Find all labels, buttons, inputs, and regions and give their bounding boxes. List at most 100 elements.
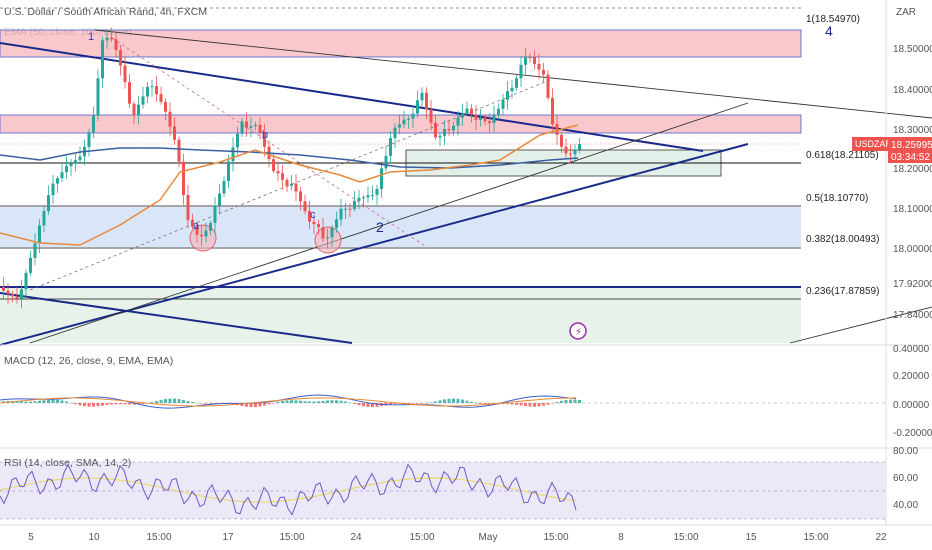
macd-histogram-bar (168, 398, 172, 403)
candle-body (276, 171, 280, 174)
macd-histogram-bar (78, 403, 82, 406)
symbol-tag[interactable] (852, 137, 888, 151)
candle-body (420, 92, 424, 101)
candle-body (281, 173, 284, 180)
candle-body (51, 183, 55, 196)
candle-body (110, 37, 113, 40)
macd-group (0, 394, 581, 409)
macd-histogram-bar (344, 401, 347, 403)
fib-level-label: 0.5(18.10770) (806, 193, 868, 204)
candle-body (447, 129, 451, 131)
time-tick-label: 10 (88, 532, 100, 543)
macd-histogram-bar (186, 401, 190, 403)
macd-tick-label: 0.40000 (893, 344, 930, 355)
candle-body (384, 155, 388, 169)
price-axis[interactable]: 18.50000 18.40000 18.30000 18.20000 18.10000… (893, 44, 932, 321)
candle-body (177, 139, 181, 162)
candle-body (60, 172, 64, 179)
macd-tick-label: 0.20000 (893, 371, 930, 382)
candle-body (303, 201, 307, 212)
candle-body (290, 183, 293, 186)
macd-histogram-bar (366, 403, 370, 407)
macd-histogram-bar (303, 401, 307, 403)
candle-body (105, 37, 109, 41)
candle-body (2, 287, 5, 291)
macd-histogram-bar (272, 403, 275, 404)
candle-body (330, 227, 334, 238)
wave-label-a: a (193, 220, 200, 232)
ema-legend: EMA (50, close, 100, close) (4, 26, 132, 38)
macd-histogram-bar (150, 402, 154, 403)
candle-body (29, 257, 32, 273)
macd-histogram-bar (362, 403, 365, 407)
macd-axis[interactable]: 0.40000 0.20000 0.00000 -0.20000 (893, 344, 932, 439)
macd-histogram-bar (74, 403, 77, 405)
candle-body (254, 124, 257, 127)
macd-histogram-bar (281, 400, 284, 403)
trendline-descending-thin[interactable] (94, 29, 932, 119)
candle-body (11, 294, 14, 297)
trendline-rising-thin[interactable] (29, 102, 749, 344)
candle-body (299, 191, 302, 202)
candle-body (524, 57, 527, 65)
candle-body (339, 208, 343, 220)
time-axis[interactable]: 5 10 15:00 17 15:00 24 15:00 May 15:00 8 15:00 15 15… (28, 532, 887, 543)
macd-histogram-bar (537, 403, 541, 407)
candle-body (402, 119, 406, 125)
candle-body (47, 195, 50, 212)
candle-body (416, 100, 419, 114)
macd-histogram-bar (524, 403, 527, 407)
chart-title: U.S. Dollar / South African Rand, 4h, FX… (4, 6, 207, 18)
candle-body (573, 149, 577, 155)
macd-histogram-bar (123, 403, 127, 405)
signal-line (0, 397, 577, 407)
macd-line (0, 394, 577, 409)
macd-histogram-bar (461, 399, 464, 403)
candle-body (294, 183, 298, 192)
trendline-lower-blue[interactable] (0, 292, 353, 344)
macd-histogram-bar (501, 403, 505, 405)
candle-body (326, 237, 329, 239)
candle-body (78, 156, 82, 161)
time-tick-label: 15:00 (803, 532, 828, 543)
candle-group (2, 27, 581, 309)
candle-body (245, 121, 248, 128)
time-tick-label: May (479, 532, 498, 543)
macd-histogram-bar (60, 400, 64, 403)
event-marker-icon[interactable] (569, 322, 587, 340)
candle-body (285, 179, 289, 186)
last-price: 18.25995 (891, 140, 932, 151)
macd-histogram-bar (411, 403, 415, 404)
time-tick-label: 17 (222, 532, 234, 543)
candle-body (33, 243, 37, 258)
rsi-band (0, 462, 886, 519)
candle-body (470, 108, 473, 115)
bottom-zone[interactable] (0, 287, 801, 343)
trendline-descending-blue[interactable] (0, 42, 704, 152)
macd-histogram-bar (42, 400, 46, 403)
macd-histogram-bar (528, 403, 532, 407)
trendline-lower-right[interactable] (789, 306, 932, 344)
macd-histogram-bar (429, 402, 433, 403)
wave-label-1: 1 (88, 31, 94, 43)
candle-body (348, 208, 352, 210)
candle-body (182, 161, 185, 196)
macd-histogram-bar (213, 403, 217, 404)
wave-label-b: b (262, 129, 268, 141)
macd-histogram-bar (254, 403, 257, 408)
candle-body (357, 197, 361, 201)
candle-body (452, 125, 455, 131)
demand-zone[interactable] (0, 207, 801, 247)
supply-zone-lower[interactable] (0, 114, 802, 134)
rsi-axis[interactable]: 80.00 60.00 40.00 (893, 446, 918, 511)
macd-histogram-bar (578, 400, 581, 403)
price-tick-label: 17.84000 (893, 310, 932, 321)
macd-histogram-bar (447, 398, 451, 403)
last-price-tag[interactable] (888, 137, 932, 163)
rsi-tick-label: 40.00 (893, 500, 918, 511)
macd-histogram-bar (191, 402, 194, 403)
candle-body (335, 219, 338, 228)
rsi-line (0, 463, 577, 516)
